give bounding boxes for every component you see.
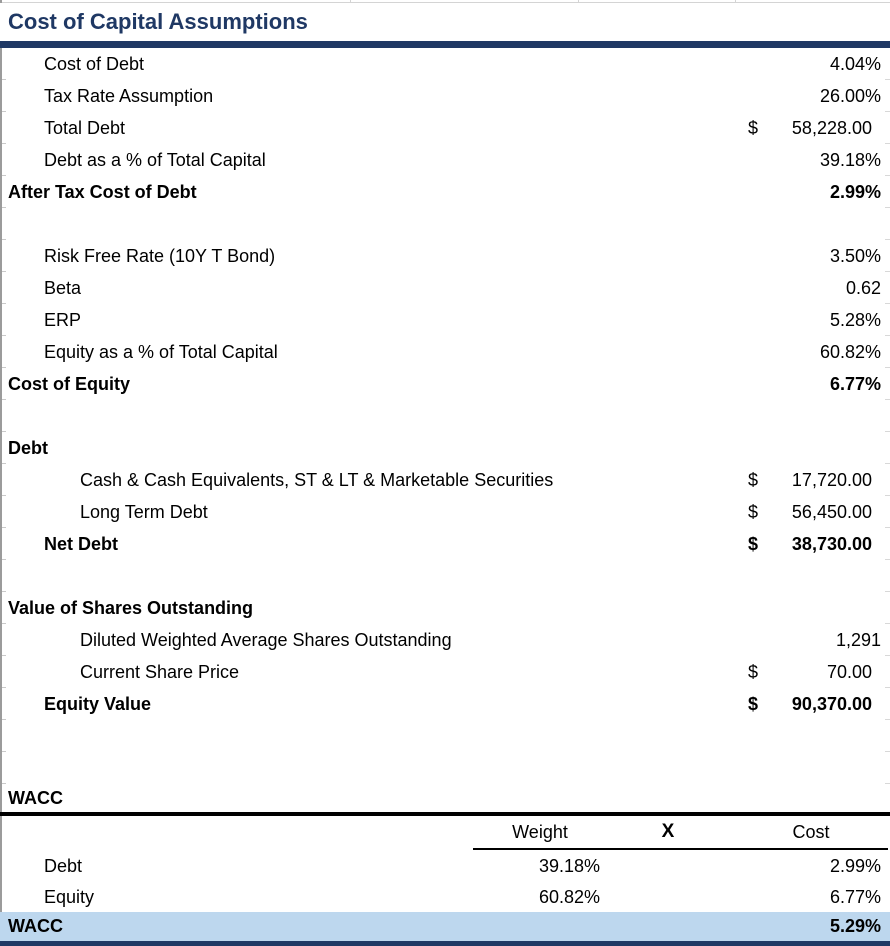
table-row: ERP 5.28% <box>0 304 890 336</box>
cell-label[interactable]: ERP <box>44 310 82 330</box>
cell-label[interactable]: Diluted Weighted Average Shares Outstand… <box>80 630 452 650</box>
cell-value[interactable]: 2.99% <box>829 182 881 202</box>
cell-value[interactable]: 4.04% <box>829 54 881 74</box>
table-row: Cost of Debt 4.04% <box>0 48 890 80</box>
gridline-top <box>0 2 890 3</box>
cell-label[interactable]: Equity as a % of Total Capital <box>44 342 278 362</box>
cell-value[interactable]: 1,291 <box>835 630 881 650</box>
cell-label[interactable]: Cost of Equity <box>8 374 130 394</box>
gridline-column-stub <box>350 0 351 3</box>
table-row: Cash & Cash Equivalents, ST & LT & Marke… <box>0 464 890 496</box>
spacer-row <box>0 560 890 592</box>
cell-label[interactable]: Debt <box>44 856 83 876</box>
cell-label[interactable]: Risk Free Rate (10Y T Bond) <box>44 246 276 266</box>
cell-label[interactable]: Long Term Debt <box>80 502 208 522</box>
currency-symbol: $ <box>748 694 759 714</box>
cell-value[interactable]: 58,228.00 <box>791 118 872 138</box>
cell-label[interactable]: Tax Rate Assumption <box>44 86 214 106</box>
table-row: Value of Shares Outstanding <box>0 592 890 624</box>
currency-symbol: $ <box>748 118 759 138</box>
cell-value[interactable]: 5.28% <box>829 310 881 330</box>
column-header-multiply[interactable]: X <box>661 821 675 842</box>
table-row: Diluted Weighted Average Shares Outstand… <box>0 624 890 656</box>
cell-cost[interactable]: 6.77% <box>829 887 881 907</box>
table-row: Beta 0.62 <box>0 272 890 304</box>
table-row: Debt 39.18% 2.99% <box>0 850 890 882</box>
wacc-total-row: WACC 5.29% <box>0 912 890 946</box>
cell-label[interactable]: Total Debt <box>44 118 126 138</box>
cell-label[interactable]: Net Debt <box>44 534 119 554</box>
table-row: Equity Value $90,370.00 <box>0 688 890 720</box>
currency-symbol: $ <box>748 502 759 522</box>
gridline-row-stubs-left <box>2 48 6 784</box>
cell-label[interactable]: After Tax Cost of Debt <box>8 182 197 202</box>
cell-value[interactable]: 6.77% <box>829 374 881 394</box>
column-header-cost[interactable]: Cost <box>792 822 830 842</box>
spacer-row <box>0 208 890 240</box>
cell-value[interactable]: 56,450.00 <box>791 502 872 522</box>
cell-label[interactable]: Cost of Debt <box>44 54 145 74</box>
table-row: Debt <box>0 432 890 464</box>
table-row: Debt as a % of Total Capital 39.18% <box>0 144 890 176</box>
page-title[interactable]: Cost of Capital Assumptions <box>8 9 308 34</box>
assumptions-rows: Cost of Debt 4.04% Tax Rate Assumption 26.0… <box>0 48 890 784</box>
cell-value[interactable]: 3.50% <box>829 246 881 266</box>
wacc-total-label[interactable]: WACC <box>8 916 63 936</box>
cell-label[interactable]: Cash & Cash Equivalents, ST & LT & Marke… <box>80 470 554 490</box>
cell-label[interactable]: Equity Value <box>44 694 152 714</box>
cell-label[interactable]: Beta <box>44 278 82 298</box>
currency-symbol: $ <box>748 534 759 554</box>
wacc-section-header-row: WACC <box>0 784 890 816</box>
cell-value[interactable]: 39.18% <box>819 150 881 170</box>
cell-value[interactable]: 90,370.00 <box>791 694 872 714</box>
wacc-column-header-row: Weight X Cost <box>0 816 890 850</box>
table-row: Current Share Price $70.00 <box>0 656 890 688</box>
wacc-section: WACC Weight X Cost Debt 39.18% 2.99% Equ… <box>0 784 890 946</box>
title-row: Cost of Capital Assumptions <box>0 3 890 48</box>
gridline-column-stub <box>578 0 579 3</box>
gridline-left <box>0 0 2 946</box>
table-row: Net Debt $38,730.00 <box>0 528 890 560</box>
cell-value[interactable]: 0.62 <box>845 278 881 298</box>
table-row: After Tax Cost of Debt 2.99% <box>0 176 890 208</box>
spacer-row <box>0 400 890 432</box>
cell-label[interactable]: Debt <box>8 438 48 458</box>
cell-value[interactable]: 60.82% <box>819 342 881 362</box>
cell-value[interactable]: 38,730.00 <box>791 534 872 554</box>
table-row: Total Debt $58,228.00 <box>0 112 890 144</box>
currency-symbol: $ <box>748 470 759 490</box>
cell-weight[interactable]: 60.82% <box>538 887 600 907</box>
table-row: Equity as a % of Total Capital 60.82% <box>0 336 890 368</box>
header-underline <box>473 848 888 850</box>
table-row: Cost of Equity 6.77% <box>0 368 890 400</box>
gridline-column-stub <box>735 0 736 3</box>
cell-label[interactable]: Value of Shares Outstanding <box>8 598 254 618</box>
cell-value[interactable]: 70.00 <box>826 662 872 682</box>
cell-label[interactable]: Equity <box>44 887 95 907</box>
table-row: Risk Free Rate (10Y T Bond) 3.50% <box>0 240 890 272</box>
cell-label[interactable]: Debt as a % of Total Capital <box>44 150 266 170</box>
cell-value[interactable]: 17,720.00 <box>791 470 872 490</box>
table-row: Equity 60.82% 6.77% <box>0 882 890 912</box>
currency-symbol: $ <box>748 662 759 682</box>
wacc-section-label[interactable]: WACC <box>8 788 63 808</box>
table-row: Long Term Debt $56,450.00 <box>0 496 890 528</box>
table-row: Tax Rate Assumption 26.00% <box>0 80 890 112</box>
gridline-row-stubs-right <box>885 48 890 784</box>
cell-label[interactable]: Current Share Price <box>80 662 240 682</box>
cell-weight[interactable]: 39.18% <box>538 856 600 876</box>
spacer-row <box>0 720 890 752</box>
cell-value[interactable]: 26.00% <box>819 86 881 106</box>
spacer-row <box>0 752 890 784</box>
cell-cost[interactable]: 2.99% <box>829 856 881 876</box>
column-header-weight[interactable]: Weight <box>512 822 568 842</box>
wacc-total-value[interactable]: 5.29% <box>829 916 881 936</box>
